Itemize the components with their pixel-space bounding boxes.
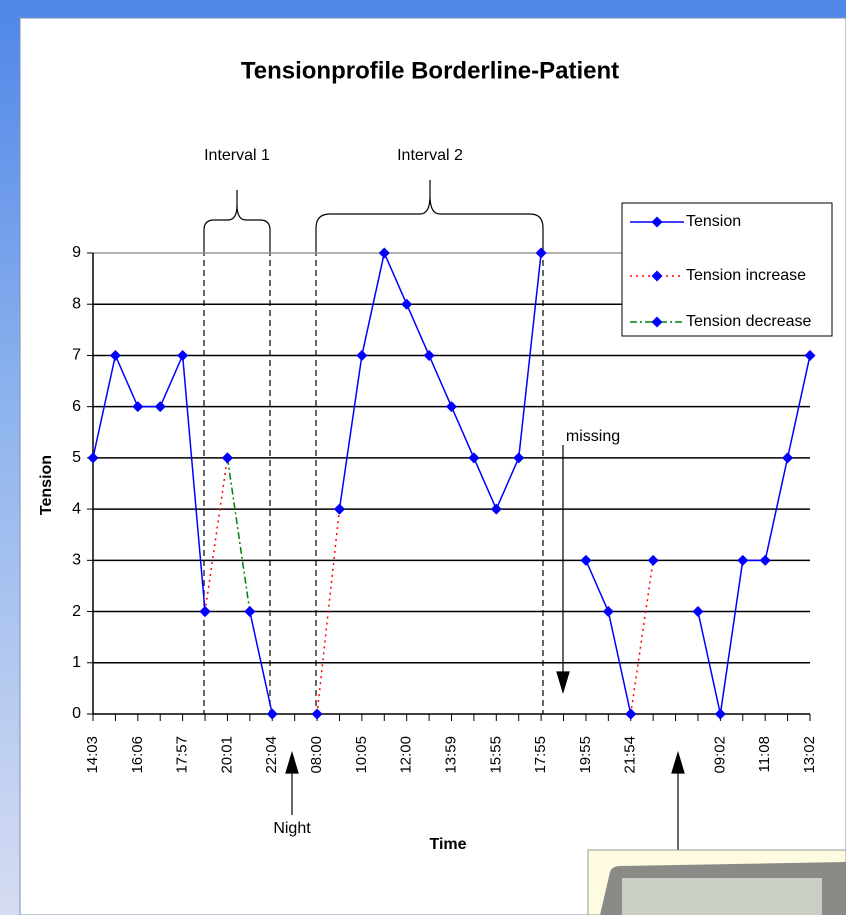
y-tick-label: 4 bbox=[72, 500, 81, 517]
y-tick-label: 1 bbox=[72, 654, 81, 671]
x-tick-label: 20:01 bbox=[218, 736, 235, 774]
legend-label: Tension bbox=[686, 213, 741, 230]
annotation: Interval 1 bbox=[204, 147, 270, 164]
legend-label: Tension increase bbox=[686, 267, 806, 284]
x-tick-label: 22:04 bbox=[263, 736, 280, 774]
y-tick-label: 6 bbox=[72, 398, 81, 415]
x-tick-label: 16:06 bbox=[129, 736, 146, 774]
y-tick-label: 9 bbox=[72, 244, 81, 261]
x-tick-label: 17:55 bbox=[532, 736, 549, 774]
x-tick-label: 12:00 bbox=[398, 736, 415, 774]
x-tick-label: 19:55 bbox=[577, 736, 594, 774]
y-tick-label: 2 bbox=[72, 603, 81, 620]
x-tick-label: 13:59 bbox=[442, 736, 459, 774]
y-tick-label: 0 bbox=[72, 705, 81, 722]
annotation: missing bbox=[566, 428, 620, 445]
annotation: Night bbox=[273, 820, 311, 837]
x-tick-label: 17:57 bbox=[174, 736, 191, 774]
annotation: Interval 2 bbox=[397, 147, 463, 164]
x-tick-label: 10:05 bbox=[353, 736, 370, 774]
x-tick-label: 11:08 bbox=[756, 736, 773, 772]
y-tick-label: 8 bbox=[72, 295, 81, 312]
page-body: {"chart_data": { "type": "line", "title"… bbox=[0, 0, 846, 915]
x-tick-label: 15:55 bbox=[487, 736, 504, 774]
x-tick-label: 08:00 bbox=[308, 736, 325, 774]
device-image bbox=[588, 850, 846, 915]
chart-title: Tensionprofile Borderline-Patient bbox=[241, 57, 619, 84]
legend-label: Tension decrease bbox=[686, 313, 812, 330]
y-tick-label: 5 bbox=[72, 449, 81, 466]
y-tick-label: 3 bbox=[72, 552, 81, 569]
chart: Tensionprofile Borderline-Patient Time T… bbox=[0, 0, 846, 915]
x-tick-label: 13:02 bbox=[801, 736, 818, 774]
y-tick-label: 7 bbox=[72, 347, 81, 364]
x-tick-label: 09:02 bbox=[711, 736, 728, 774]
x-tick-label: 14:03 bbox=[84, 736, 101, 774]
x-axis-label: Time bbox=[429, 836, 466, 853]
x-tick-label: 21:54 bbox=[622, 736, 639, 774]
y-axis-label: Tension bbox=[38, 455, 55, 515]
device-screen bbox=[622, 878, 822, 915]
page: html, body { margin: 0; padding: 0; widt… bbox=[0, 0, 846, 915]
